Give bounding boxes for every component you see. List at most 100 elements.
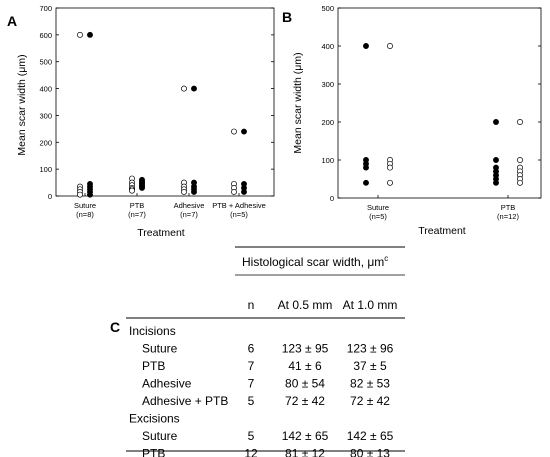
table-cell-at-05: 142 ± 65 xyxy=(282,429,329,443)
panel-b-x-tick-label: Suture xyxy=(367,203,389,212)
panel-a-y-tick-label: 500 xyxy=(39,58,52,67)
table-col-10-header: At 1.0 mm xyxy=(343,298,398,312)
table-cell-n: 6 xyxy=(248,342,255,356)
panel-b-point-open xyxy=(517,179,523,186)
panel-b-point-filled xyxy=(493,119,499,125)
panel-a-point-open xyxy=(231,128,237,135)
panel-a-point-filled xyxy=(241,189,247,195)
table-cell-n: 7 xyxy=(248,377,255,391)
panel-a-plot-area: 0100200300400500600700Suture(n=8)PTB(n=7… xyxy=(39,4,275,219)
table-group-header-text: Histological scar width, μm xyxy=(242,255,384,269)
table-cell-at-10: 123 ± 96 xyxy=(347,342,394,356)
panel-b-point-open xyxy=(387,164,393,171)
panel-a-x-tick-count: (n=8) xyxy=(76,210,94,219)
panel-a-frame xyxy=(55,7,275,197)
panel-a-x-tick-label: PTB xyxy=(130,201,145,210)
table-col-05-header: At 0.5 mm xyxy=(278,298,333,312)
table-group-label: Incisions xyxy=(129,324,176,338)
table-cell-at-05: 123 ± 95 xyxy=(282,342,329,356)
table-row-name: PTB xyxy=(142,359,165,373)
panel-a-x-tick-count: (n=7) xyxy=(180,210,198,219)
table-group-label: Excisions xyxy=(129,412,180,426)
panel-a-point-filled xyxy=(191,85,197,92)
panel-a-point-filled xyxy=(241,128,247,135)
panel-a-x-tick-count: (n=7) xyxy=(128,210,146,219)
table-cell-at-10: 72 ± 42 xyxy=(350,394,390,408)
panel-a-point-open xyxy=(231,189,237,195)
table-cell-at-10: 82 ± 53 xyxy=(350,377,390,391)
panel-a-point-filled xyxy=(191,189,197,195)
table-cell-at-05: 80 ± 54 xyxy=(285,377,325,391)
table-group-header: Histological scar width, μmc xyxy=(242,254,388,269)
table-cell-at-10: 80 ± 13 xyxy=(350,447,390,457)
panel-b-letter: B xyxy=(282,9,292,25)
table-group-header-superscript: c xyxy=(384,254,388,263)
panel-b-point-filled xyxy=(363,164,369,171)
panel-a-letter: A xyxy=(7,13,17,29)
table-row-name: PTB xyxy=(142,447,165,457)
panel-a-point-open xyxy=(181,189,187,195)
panel-b-x-tick-count: (n=5) xyxy=(369,212,387,221)
panel-a-y-tick-label: 100 xyxy=(39,165,52,174)
panel-b-point-open xyxy=(517,157,523,163)
panel-b-point-open xyxy=(517,119,523,125)
panel-b-y-tick-label: 300 xyxy=(321,80,334,89)
panel-b: B Mean scar width (μm) Treatment 0 100 200… xyxy=(282,4,542,237)
table-row-name: Adhesive xyxy=(142,377,192,391)
panel-a-point-filled xyxy=(87,191,93,198)
panel-a-point-open xyxy=(181,85,187,92)
panel-a-x-tick-label: Adhesive xyxy=(174,201,205,210)
table-row-name: Suture xyxy=(142,429,178,443)
panel-a-y-tick-label: 200 xyxy=(39,138,52,147)
panel-a-y-tick-label: 0 xyxy=(48,192,52,201)
panel-b-y-tick-label: 400 xyxy=(321,42,334,51)
panel-a-x-axis-label: Treatment xyxy=(137,227,185,239)
panel-a-y-tick-label: 400 xyxy=(39,85,52,94)
panel-a-x-tick-label: Suture xyxy=(74,201,96,210)
panel-a: A Mean scar width (μm) Treatment 0 100 200… xyxy=(7,4,275,239)
table-cell-n: 5 xyxy=(248,394,255,408)
panel-b-y-tick-label: 0 xyxy=(330,194,334,203)
panel-b-point-filled xyxy=(363,43,369,49)
table-cell-at-10: 142 ± 65 xyxy=(347,429,394,443)
table-cell-n: 7 xyxy=(248,359,255,373)
panel-a-point-open xyxy=(77,191,83,198)
panel-a-point-open xyxy=(77,31,83,38)
panel-b-point-open xyxy=(387,43,393,49)
panel-a-y-axis-label: Mean scar width (μm) xyxy=(16,54,28,155)
panel-b-frame xyxy=(337,7,542,199)
table-cell-at-05: 41 ± 6 xyxy=(288,359,322,373)
panel-a-y-tick-label: 700 xyxy=(39,4,52,13)
table-cell-at-10: 37 ± 5 xyxy=(353,359,387,373)
table-cell-n: 12 xyxy=(244,447,258,457)
panel-b-point-filled xyxy=(363,179,369,186)
panel-c-table: C Histological scar width, μmc n At 0.5 … xyxy=(110,246,405,457)
panel-a-y-tick-label: 300 xyxy=(39,111,52,120)
table-row-name: Adhesive + PTB xyxy=(142,394,228,408)
panel-b-y-axis-label: Mean scar width (μm) xyxy=(292,52,304,153)
panel-b-x-tick-label: PTB xyxy=(501,203,516,212)
panel-b-x-tick-count: (n=12) xyxy=(497,212,519,221)
panel-b-point-open xyxy=(387,179,393,186)
panel-a-x-tick-label: PTB + Adhesive xyxy=(212,201,266,210)
panel-b-y-tick-label: 500 xyxy=(321,4,334,13)
table-body: Incisions Suture 6 123 ± 95 123 ± 96 PTB 7 41 ±… xyxy=(129,324,394,457)
panel-a-point-filled xyxy=(87,31,93,38)
panel-b-y-tick-label: 200 xyxy=(321,118,334,127)
panel-b-plot-area: 0 100 200 300 400 500 Suture(n=5) PTB(n=12) xyxy=(321,4,542,221)
table-row-name: Suture xyxy=(142,342,178,356)
panel-a-y-tick-label: 600 xyxy=(39,31,52,40)
panel-b-point-filled xyxy=(493,157,499,163)
panel-b-point-filled xyxy=(493,179,499,186)
table-col-n-header: n xyxy=(248,298,255,312)
panel-b-y-tick-label: 100 xyxy=(321,156,334,165)
table-cell-n: 5 xyxy=(248,429,255,443)
panel-b-x-axis-label: Treatment xyxy=(418,225,466,237)
table-cell-at-05: 81 ± 12 xyxy=(285,447,325,457)
panel-a-x-tick-count: (n=5) xyxy=(230,210,248,219)
panel-c-letter: C xyxy=(110,319,120,335)
panel-a-point-open xyxy=(129,187,135,194)
table-cell-at-05: 72 ± 42 xyxy=(285,394,325,408)
panel-a-point-filled xyxy=(139,184,145,191)
